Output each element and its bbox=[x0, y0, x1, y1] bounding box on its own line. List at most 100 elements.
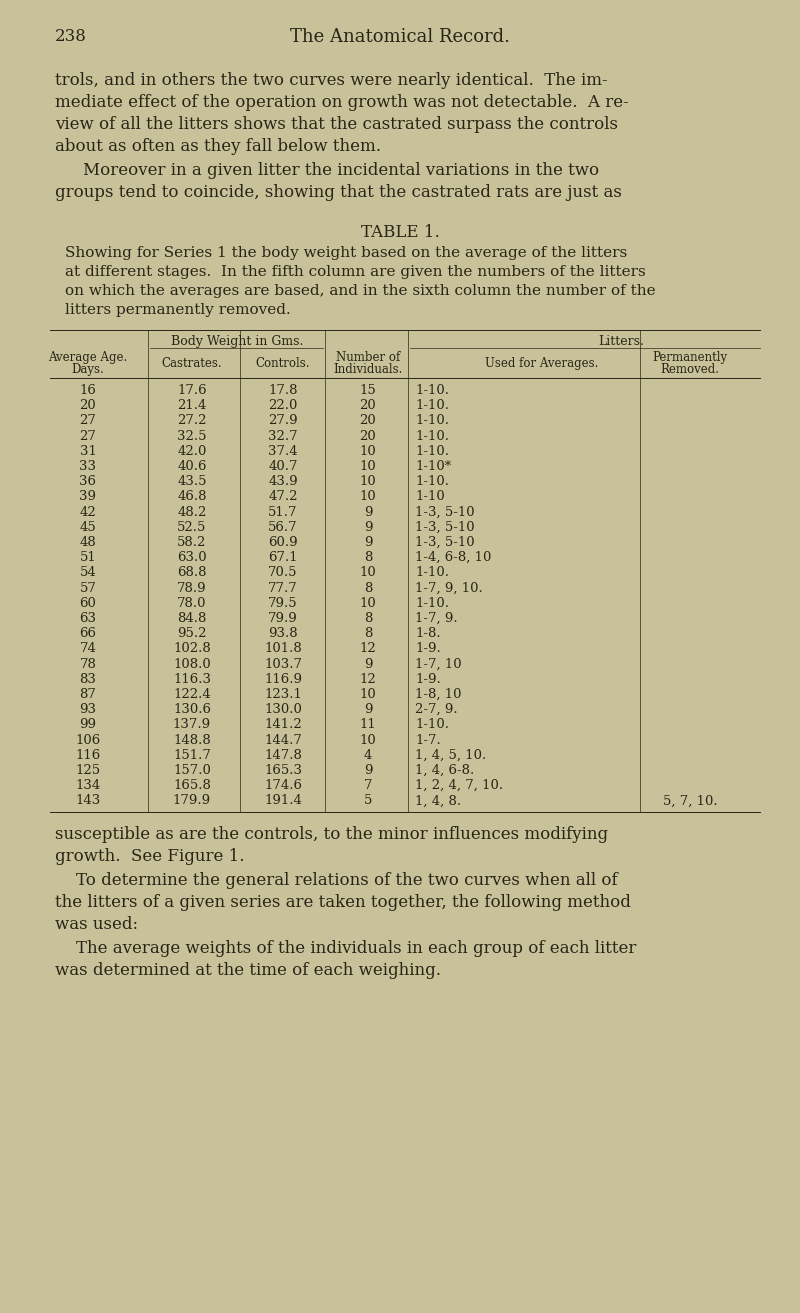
Text: 108.0: 108.0 bbox=[173, 658, 211, 671]
Text: To determine the general relations of the two curves when all of: To determine the general relations of th… bbox=[55, 872, 618, 889]
Text: Average Age.: Average Age. bbox=[48, 351, 128, 364]
Text: 1-3, 5-10: 1-3, 5-10 bbox=[415, 521, 474, 534]
Text: 141.2: 141.2 bbox=[264, 718, 302, 731]
Text: 45: 45 bbox=[80, 521, 96, 534]
Text: The Anatomical Record.: The Anatomical Record. bbox=[290, 28, 510, 46]
Text: 84.8: 84.8 bbox=[178, 612, 206, 625]
Text: mediate effect of the operation on growth was not detectable.  A re-: mediate effect of the operation on growt… bbox=[55, 95, 629, 112]
Text: 122.4: 122.4 bbox=[173, 688, 211, 701]
Text: 103.7: 103.7 bbox=[264, 658, 302, 671]
Text: 99: 99 bbox=[79, 718, 97, 731]
Text: 20: 20 bbox=[80, 399, 96, 412]
Text: 11: 11 bbox=[360, 718, 376, 731]
Text: 147.8: 147.8 bbox=[264, 748, 302, 762]
Text: 56.7: 56.7 bbox=[268, 521, 298, 534]
Text: 47.2: 47.2 bbox=[268, 490, 298, 503]
Text: 10: 10 bbox=[360, 597, 376, 609]
Text: 15: 15 bbox=[360, 383, 376, 397]
Text: 137.9: 137.9 bbox=[173, 718, 211, 731]
Text: 43.9: 43.9 bbox=[268, 475, 298, 488]
Text: 16: 16 bbox=[79, 383, 97, 397]
Text: 20: 20 bbox=[360, 429, 376, 442]
Text: 130.6: 130.6 bbox=[173, 704, 211, 716]
Text: 63.0: 63.0 bbox=[177, 551, 207, 565]
Text: was used:: was used: bbox=[55, 915, 138, 932]
Text: 66: 66 bbox=[79, 628, 97, 641]
Text: 116.3: 116.3 bbox=[173, 672, 211, 685]
Text: 1-10.: 1-10. bbox=[415, 718, 449, 731]
Text: 9: 9 bbox=[364, 764, 372, 777]
Text: 27: 27 bbox=[79, 429, 97, 442]
Text: 151.7: 151.7 bbox=[173, 748, 211, 762]
Text: 58.2: 58.2 bbox=[178, 536, 206, 549]
Text: 1-10.: 1-10. bbox=[415, 475, 449, 488]
Text: 51: 51 bbox=[80, 551, 96, 565]
Text: litters permanently removed.: litters permanently removed. bbox=[65, 303, 290, 316]
Text: Days.: Days. bbox=[72, 362, 104, 376]
Text: 1, 4, 5, 10.: 1, 4, 5, 10. bbox=[415, 748, 486, 762]
Text: 87: 87 bbox=[79, 688, 97, 701]
Text: 51.7: 51.7 bbox=[268, 506, 298, 519]
Text: 95.2: 95.2 bbox=[178, 628, 206, 641]
Text: trols, and in others the two curves were nearly identical.  The im-: trols, and in others the two curves were… bbox=[55, 72, 608, 89]
Text: 9: 9 bbox=[364, 704, 372, 716]
Text: at different stages.  In the fifth column are given the numbers of the litters: at different stages. In the fifth column… bbox=[65, 265, 646, 278]
Text: 5: 5 bbox=[364, 794, 372, 807]
Text: 2-7, 9.: 2-7, 9. bbox=[415, 704, 458, 716]
Text: 1-9.: 1-9. bbox=[415, 642, 441, 655]
Text: 39: 39 bbox=[79, 490, 97, 503]
Text: 1-3, 5-10: 1-3, 5-10 bbox=[415, 536, 474, 549]
Text: 12: 12 bbox=[360, 642, 376, 655]
Text: 83: 83 bbox=[79, 672, 97, 685]
Text: 116: 116 bbox=[75, 748, 101, 762]
Text: 1-7, 9, 10.: 1-7, 9, 10. bbox=[415, 582, 482, 595]
Text: 52.5: 52.5 bbox=[178, 521, 206, 534]
Text: 63: 63 bbox=[79, 612, 97, 625]
Text: about as often as they fall below them.: about as often as they fall below them. bbox=[55, 138, 381, 155]
Text: 1, 4, 8.: 1, 4, 8. bbox=[415, 794, 461, 807]
Text: Castrates.: Castrates. bbox=[162, 357, 222, 370]
Text: 17.8: 17.8 bbox=[268, 383, 298, 397]
Text: 1-7, 10: 1-7, 10 bbox=[415, 658, 462, 671]
Text: The average weights of the individuals in each group of each litter: The average weights of the individuals i… bbox=[55, 940, 636, 957]
Text: 165.8: 165.8 bbox=[173, 779, 211, 792]
Text: 9: 9 bbox=[364, 658, 372, 671]
Text: 48.2: 48.2 bbox=[178, 506, 206, 519]
Text: 1-10: 1-10 bbox=[415, 490, 445, 503]
Text: 42.0: 42.0 bbox=[178, 445, 206, 458]
Text: Used for Averages.: Used for Averages. bbox=[486, 357, 598, 370]
Text: 40.6: 40.6 bbox=[178, 460, 206, 473]
Text: 42: 42 bbox=[80, 506, 96, 519]
Text: TABLE 1.: TABLE 1. bbox=[361, 225, 439, 242]
Text: 1-10.: 1-10. bbox=[415, 566, 449, 579]
Text: was determined at the time of each weighing.: was determined at the time of each weigh… bbox=[55, 961, 441, 978]
Text: 8: 8 bbox=[364, 628, 372, 641]
Text: the litters of a given series are taken together, the following method: the litters of a given series are taken … bbox=[55, 894, 631, 911]
Text: 1-8, 10: 1-8, 10 bbox=[415, 688, 462, 701]
Text: 174.6: 174.6 bbox=[264, 779, 302, 792]
Text: 125: 125 bbox=[75, 764, 101, 777]
Text: 157.0: 157.0 bbox=[173, 764, 211, 777]
Text: 165.3: 165.3 bbox=[264, 764, 302, 777]
Text: 1, 4, 6-8.: 1, 4, 6-8. bbox=[415, 764, 474, 777]
Text: Number of: Number of bbox=[336, 351, 400, 364]
Text: 12: 12 bbox=[360, 672, 376, 685]
Text: 238: 238 bbox=[55, 28, 87, 45]
Text: 10: 10 bbox=[360, 734, 376, 747]
Text: 60: 60 bbox=[79, 597, 97, 609]
Text: 27.2: 27.2 bbox=[178, 415, 206, 428]
Text: 116.9: 116.9 bbox=[264, 672, 302, 685]
Text: 130.0: 130.0 bbox=[264, 704, 302, 716]
Text: 9: 9 bbox=[364, 506, 372, 519]
Text: 1-10.: 1-10. bbox=[415, 445, 449, 458]
Text: 37.4: 37.4 bbox=[268, 445, 298, 458]
Text: 31: 31 bbox=[79, 445, 97, 458]
Text: 1-7, 9.: 1-7, 9. bbox=[415, 612, 458, 625]
Text: 43.5: 43.5 bbox=[178, 475, 206, 488]
Text: growth.  See Figure 1.: growth. See Figure 1. bbox=[55, 848, 245, 864]
Text: 148.8: 148.8 bbox=[173, 734, 211, 747]
Text: 10: 10 bbox=[360, 460, 376, 473]
Text: Individuals.: Individuals. bbox=[334, 362, 402, 376]
Text: 40.7: 40.7 bbox=[268, 460, 298, 473]
Text: 20: 20 bbox=[360, 399, 376, 412]
